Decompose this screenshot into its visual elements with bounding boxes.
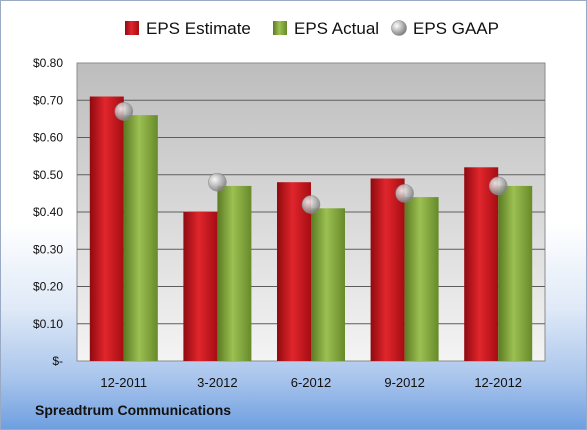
bar-eps-estimate <box>464 167 499 361</box>
x-category-label: 9-2012 <box>384 375 424 390</box>
legend-swatch-gaap <box>391 20 407 36</box>
x-category-label: 3-2012 <box>197 375 237 390</box>
y-tick-label: $0.10 <box>33 317 63 331</box>
y-tick-label: $0.70 <box>33 93 63 107</box>
y-tick-label: $0.50 <box>33 168 63 182</box>
x-category-label: 12-2012 <box>474 375 522 390</box>
y-axis: $- $0.10 $0.20 $0.30 $0.40 $0.50 $0.60 $0.70 $0.… <box>33 56 63 368</box>
marker-eps-gaap <box>208 172 227 192</box>
bars <box>89 96 533 362</box>
marker-eps-gaap <box>488 176 508 196</box>
y-tick-label: $- <box>52 354 63 368</box>
bar-eps-actual <box>404 197 439 361</box>
marker-eps-gaap <box>114 102 134 121</box>
x-axis: 12-2011 3-2012 6-2012 9-2012 12-2012 <box>100 375 522 390</box>
marker-eps-gaap <box>395 184 414 203</box>
y-tick-label: $0.30 <box>33 242 63 256</box>
marker-eps-gaap <box>301 195 321 214</box>
gaap-markers <box>114 102 508 214</box>
legend-label: EPS Actual <box>294 19 379 38</box>
bar-eps-actual <box>217 185 252 361</box>
x-category-label: 12-2011 <box>100 375 147 390</box>
x-category-label: 6-2012 <box>291 375 331 390</box>
legend: EPS Estimate EPS Actual EPS GAAP <box>125 19 499 38</box>
legend-swatch-actual <box>273 21 287 35</box>
y-tick-label: $0.80 <box>33 56 63 70</box>
y-tick-label: $0.40 <box>33 205 63 219</box>
legend-swatch-estimate <box>125 21 139 35</box>
bar-eps-actual <box>123 115 158 362</box>
y-tick-label: $0.60 <box>33 131 63 145</box>
bar-eps-estimate <box>89 96 124 362</box>
legend-label: EPS Estimate <box>146 19 251 38</box>
bar-eps-actual <box>498 185 533 361</box>
bar-eps-estimate <box>277 182 311 361</box>
bar-eps-estimate <box>183 212 218 361</box>
y-tick-label: $0.20 <box>33 280 63 294</box>
legend-label: EPS GAAP <box>413 19 499 38</box>
company-label: Spreadtrum Communications <box>35 402 232 418</box>
bar-eps-actual <box>311 208 345 361</box>
bar-eps-estimate <box>370 178 405 361</box>
